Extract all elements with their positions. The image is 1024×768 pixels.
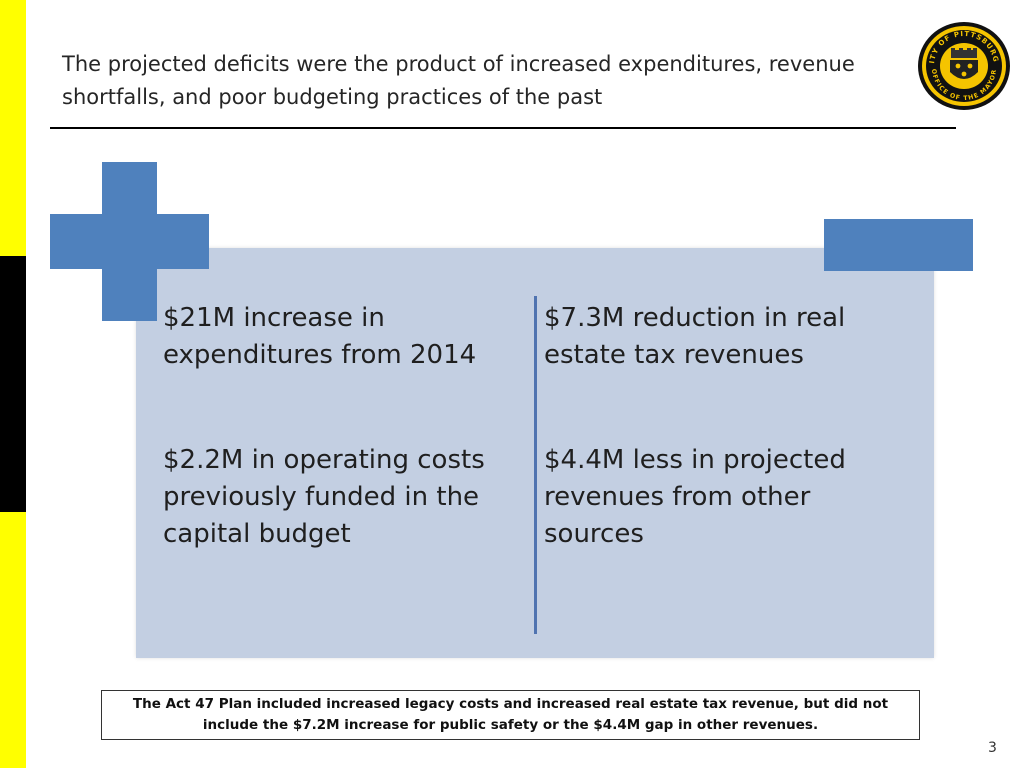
footnote-box: The Act 47 Plan included increased legac… bbox=[101, 690, 920, 740]
page-number: 3 bbox=[988, 740, 997, 756]
revenue-item: $4.4M less in projected revenues from ot… bbox=[544, 445, 846, 549]
side-bar-yellow-bottom bbox=[0, 512, 26, 768]
expenditure-item: $21M increase in expenditures from 2014 bbox=[163, 303, 477, 370]
city-seal-logo: CITY OF PITTSBURGH OFFICE OF THE MAYOR bbox=[916, 20, 1010, 110]
revenue-item: $7.3M reduction in real estate tax reven… bbox=[544, 303, 846, 370]
side-bar-black bbox=[0, 256, 26, 512]
plus-icon-horizontal bbox=[50, 214, 209, 269]
column-divider bbox=[534, 296, 537, 634]
side-bar-yellow-top bbox=[0, 0, 26, 256]
slide-title: The projected deficits were the product … bbox=[62, 52, 855, 109]
title-divider bbox=[50, 127, 956, 129]
expenditure-item: $2.2M in operating costs previously fund… bbox=[163, 445, 485, 549]
footnote-text: The Act 47 Plan included increased legac… bbox=[132, 696, 889, 733]
minus-icon bbox=[824, 219, 973, 271]
